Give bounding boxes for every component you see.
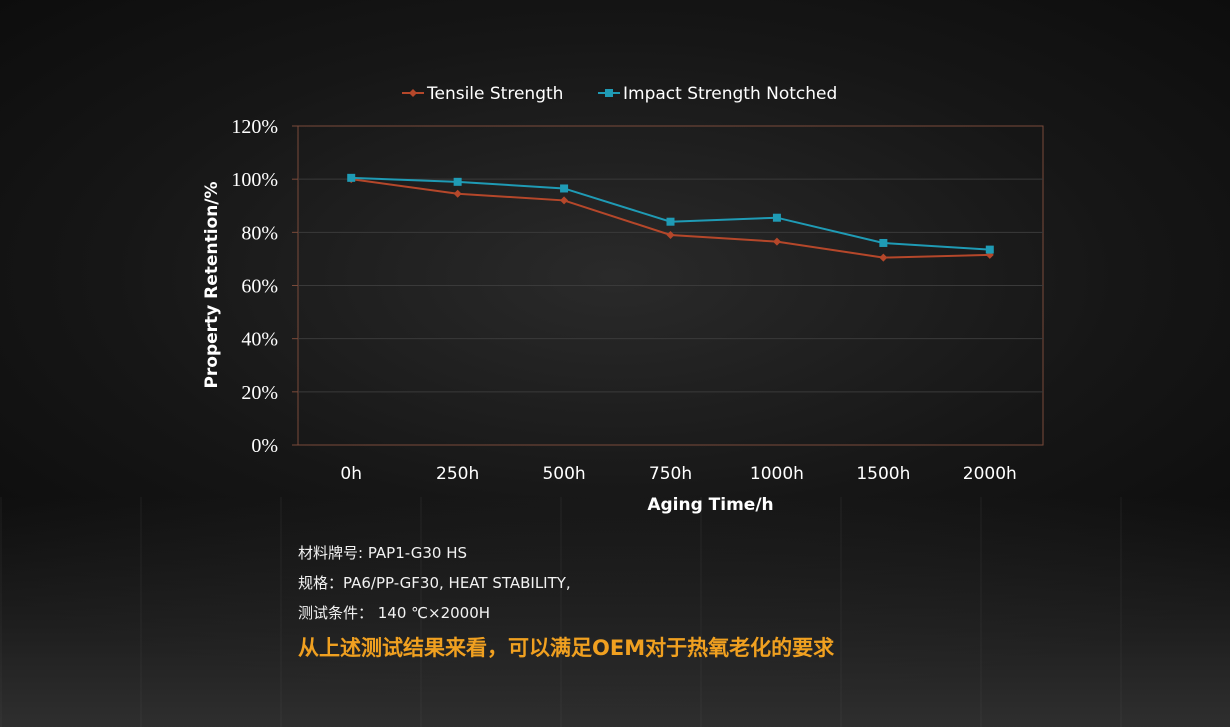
x-tick-label: 750h (649, 464, 692, 484)
grid-lines (298, 178, 1043, 393)
data-point (560, 184, 569, 193)
data-point (879, 238, 888, 247)
legend-item: Impact Strength Notched (598, 84, 837, 104)
x-tick-label: 2000h (963, 464, 1017, 484)
material-spec: 规格：PA6/PP-GF30, HEAT STABILITY, (298, 574, 571, 592)
y-tick-label: 20% (241, 382, 278, 404)
y-axis-label: Property Retention/% (202, 181, 222, 388)
data-point (453, 189, 462, 198)
data-point (879, 253, 888, 262)
x-tick-label: 250h (436, 464, 479, 484)
y-tick-label: 0% (251, 435, 278, 457)
y-tick-label: 120% (231, 116, 278, 138)
data-point (560, 196, 569, 205)
series-layer (347, 173, 994, 262)
material-grade: 材料牌号: PAP1-G30 HS (298, 544, 467, 562)
y-tick-label: 60% (241, 276, 278, 298)
series-impact-strength-notched (347, 173, 994, 254)
data-point (666, 230, 675, 239)
data-point (347, 173, 356, 182)
conclusion-text: 从上述测试结果来看，可以满足OEM对于热氧老化的要求 (298, 636, 835, 660)
y-tick-label: 40% (241, 329, 278, 351)
legend-marker (605, 89, 613, 97)
x-tick-label: 1500h (856, 464, 910, 484)
y-tick-label: 80% (241, 222, 278, 244)
background-floor (0, 497, 1230, 727)
legend-item: Tensile Strength (402, 84, 563, 104)
test-condition: 测试条件： 140 ℃×2000H (298, 604, 491, 622)
data-point (772, 237, 781, 246)
data-point (985, 245, 994, 254)
data-point (453, 177, 462, 186)
x-tick-label: 0h (340, 464, 362, 484)
data-point (772, 213, 781, 222)
material-notes: 材料牌号: PAP1-G30 HS 规格：PA6/PP-GF30, HEAT S… (298, 538, 571, 628)
y-axis-ticks: 0% 20% 40% 60% 80% 100% 120% (231, 116, 298, 457)
legend-label: Impact Strength Notched (623, 84, 837, 104)
line-chart: Tensile Strength Impact Strength Notched … (202, 84, 1044, 515)
legend-marker (409, 89, 417, 97)
x-axis-label: Aging Time/h (647, 495, 773, 515)
data-point (666, 217, 675, 226)
chart-legend: Tensile Strength Impact Strength Notched (402, 84, 837, 104)
y-tick-label: 100% (231, 169, 278, 191)
x-tick-label: 1000h (750, 464, 804, 484)
legend-label: Tensile Strength (426, 84, 563, 104)
x-axis-ticks: 0h 250h 500h 750h 1000h 1500h 2000h (340, 464, 1016, 484)
x-tick-label: 500h (542, 464, 585, 484)
